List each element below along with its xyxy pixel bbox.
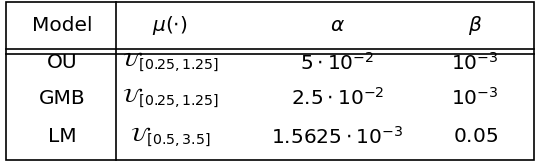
Text: Model: Model	[32, 16, 92, 35]
Text: $\mathcal{U}_{[0.25,1.25]}$: $\mathcal{U}_{[0.25,1.25]}$	[122, 51, 219, 74]
Text: $\alpha$: $\alpha$	[330, 16, 345, 35]
Text: $\mathcal{U}_{[0.5,3.5]}$: $\mathcal{U}_{[0.5,3.5]}$	[130, 125, 211, 149]
Text: $10^{-3}$: $10^{-3}$	[451, 51, 499, 73]
Text: $\beta$: $\beta$	[468, 14, 482, 37]
Text: LM: LM	[48, 127, 77, 146]
Text: $\mathcal{U}_{[0.25,1.25]}$: $\mathcal{U}_{[0.25,1.25]}$	[122, 86, 219, 110]
Text: $1.5625 \cdot 10^{-3}$: $1.5625 \cdot 10^{-3}$	[272, 126, 403, 148]
Text: OU: OU	[47, 53, 77, 72]
Text: GMB: GMB	[39, 88, 85, 108]
Text: $\mu(\cdot)$: $\mu(\cdot)$	[152, 14, 188, 37]
Text: $5 \cdot 10^{-2}$: $5 \cdot 10^{-2}$	[300, 51, 375, 73]
Text: $0.05$: $0.05$	[453, 127, 498, 146]
Text: $10^{-3}$: $10^{-3}$	[451, 87, 499, 109]
Text: $2.5 \cdot 10^{-2}$: $2.5 \cdot 10^{-2}$	[291, 87, 384, 109]
